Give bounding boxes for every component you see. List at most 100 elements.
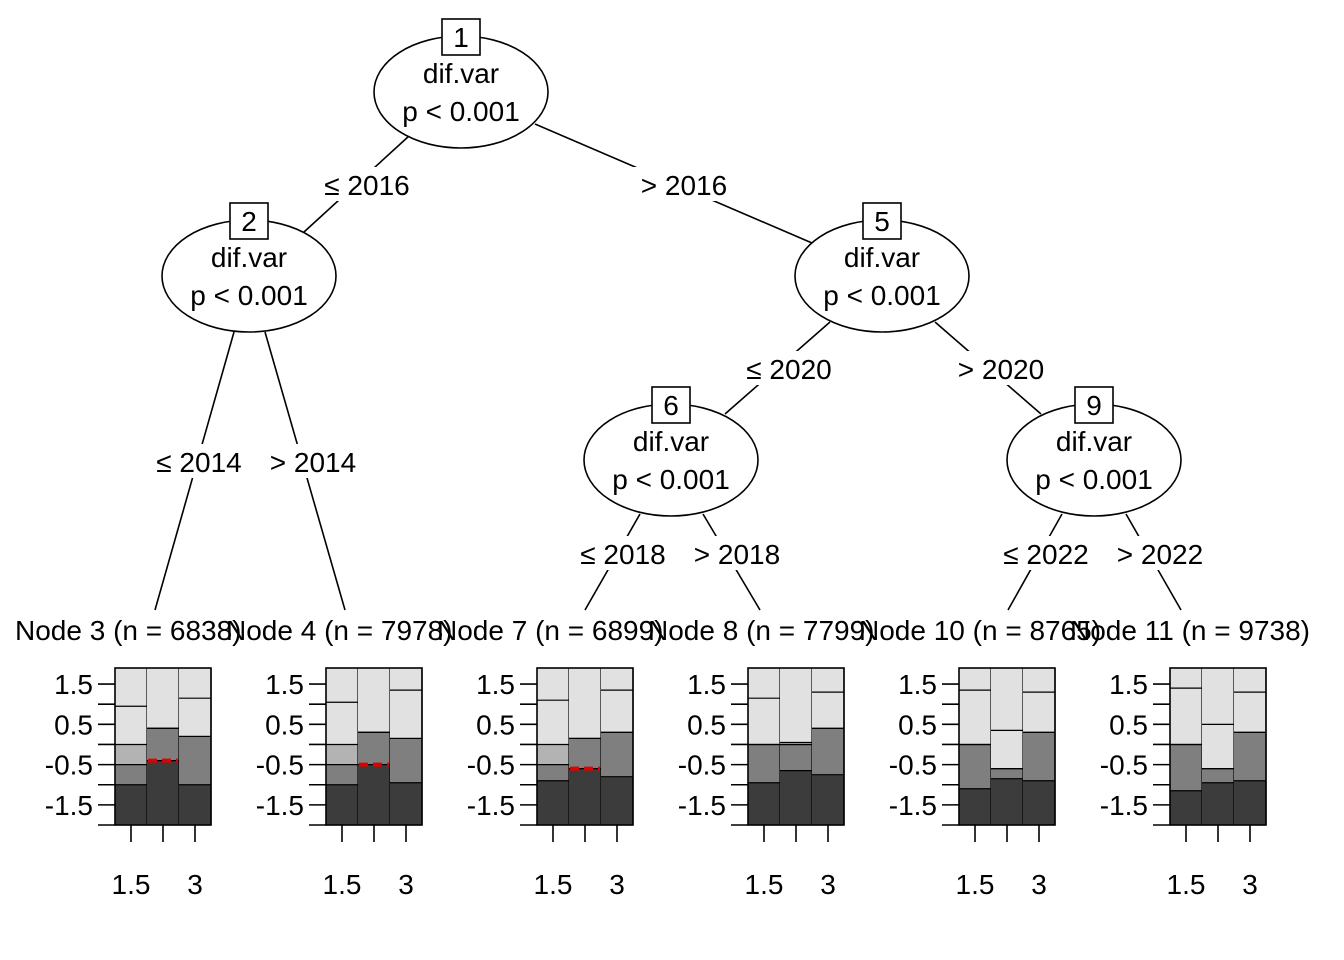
bar-segment	[179, 668, 211, 737]
node-id: 6	[663, 390, 679, 421]
x-tick-label: 3	[820, 869, 836, 900]
x-tick-label: 3	[398, 869, 414, 900]
y-tick-label: 1.5	[687, 669, 726, 700]
leaf-node-3: Node 3 (n = 6838) -1.5 -0.5 0.5 1.5 1.5 3	[15, 615, 242, 900]
bar-segment	[537, 744, 569, 765]
x-tick-label: 1.5	[534, 869, 573, 900]
bar-segment	[748, 782, 780, 825]
inner-node-5: 5 dif.var p < 0.001	[794, 202, 970, 333]
bar-segment	[1170, 668, 1202, 745]
p-value: p < 0.001	[402, 96, 520, 127]
edge-label-bg	[685, 536, 789, 570]
bar-segment	[1023, 732, 1055, 781]
bar-segment	[390, 738, 422, 783]
y-tick-label: -1.5	[467, 790, 515, 821]
edge-label-bg	[737, 351, 841, 385]
y-tick-label: 0.5	[687, 709, 726, 740]
bar-segment	[115, 784, 147, 825]
x-tick-label: 3	[1031, 869, 1047, 900]
y-tick-label: 1.5	[476, 669, 515, 700]
edge-label-5-9: > 2020	[958, 354, 1044, 385]
leaf-title: Node 8 (n = 7799)	[648, 615, 875, 646]
bar-segment	[1170, 744, 1202, 791]
bar-segment	[1023, 780, 1055, 825]
bar-segment	[780, 744, 812, 771]
edge-label-2-3: ≤ 2014	[156, 447, 241, 478]
bar-segment	[601, 776, 633, 825]
bar-segment	[959, 744, 991, 789]
edge-label-bg	[571, 536, 675, 570]
edge-label-5-6: ≤ 2020	[746, 354, 831, 385]
p-value: p < 0.001	[823, 280, 941, 311]
x-tick-label: 3	[1242, 869, 1258, 900]
x-tick-label: 1.5	[956, 869, 995, 900]
bar-segment	[326, 668, 358, 745]
y-tick-label: -1.5	[889, 790, 937, 821]
y-tick-label: 1.5	[265, 669, 304, 700]
edge-label-1-5: > 2016	[641, 170, 727, 201]
bar-segment	[537, 668, 569, 745]
y-tick-label: -0.5	[678, 750, 726, 781]
bar-segment	[358, 732, 390, 765]
y-tick-label: 1.5	[54, 669, 93, 700]
p-value: p < 0.001	[1035, 464, 1153, 495]
edge-label-bg	[994, 536, 1098, 570]
bar-segment	[569, 768, 601, 825]
edge-label-1-2: ≤ 2016	[324, 170, 409, 201]
bar-segment	[1202, 782, 1234, 825]
bar-segment	[991, 668, 1023, 769]
leaf-node-10: Node 10 (n = 8765) -1.5 -0.5 0.5 1.5 1.5 3	[859, 615, 1101, 900]
bar-segment	[326, 764, 358, 785]
y-tick-label: -1.5	[1100, 790, 1148, 821]
split-variable: dif.var	[423, 58, 499, 89]
bar-segment	[748, 668, 780, 745]
bar-segment	[601, 732, 633, 777]
inner-node-1: 1 dif.var p < 0.001	[373, 18, 549, 149]
edges-layer: ≤ 2016 > 2016 ≤ 2014 > 2014 ≤ 2020 > 2020 ≤ 20…	[147, 123, 1212, 611]
bar-segment	[179, 736, 211, 785]
bar-segment	[812, 668, 844, 729]
leaf-title: Node 11 (n = 9738)	[1070, 615, 1310, 646]
y-tick-label: 0.5	[54, 709, 93, 740]
bar-segment	[1202, 768, 1234, 783]
edge-label-bg	[1108, 536, 1212, 570]
x-tick-label: 1.5	[112, 869, 151, 900]
split-variable: dif.var	[633, 426, 709, 457]
y-tick-label: -0.5	[45, 750, 93, 781]
y-tick-label: -0.5	[256, 750, 304, 781]
leaf-title: Node 3 (n = 6838)	[15, 615, 242, 646]
nodes-layer: 1 dif.var p < 0.001 2 dif.var p < 0.001 5 dif.v…	[161, 18, 1182, 517]
p-value: p < 0.001	[190, 280, 308, 311]
p-value: p < 0.001	[612, 464, 730, 495]
y-tick-label: -0.5	[467, 750, 515, 781]
edge-label-bg	[315, 167, 419, 201]
bar-segment	[1234, 668, 1266, 733]
y-tick-label: 0.5	[265, 709, 304, 740]
node-id-box	[441, 18, 481, 56]
x-tick-label: 3	[187, 869, 203, 900]
bar-segment	[390, 782, 422, 825]
leaf-node-11: Node 11 (n = 9738) -1.5 -0.5 0.5 1.5 1.5 3	[1070, 615, 1310, 900]
edge-label-6-7: ≤ 2018	[580, 539, 665, 570]
bar-segment	[991, 768, 1023, 779]
bar-segment	[358, 668, 390, 733]
node-id-box	[651, 386, 691, 424]
edge-label-bg	[261, 444, 365, 478]
bar-segment	[147, 760, 179, 825]
bar-segment	[358, 764, 390, 825]
bar-segment	[115, 764, 147, 785]
edge-label-bg	[632, 167, 736, 201]
node-id-box	[1074, 386, 1114, 424]
bar-segment	[812, 774, 844, 825]
y-tick-label: -1.5	[45, 790, 93, 821]
node-id: 9	[1086, 390, 1102, 421]
y-tick-label: 0.5	[1109, 709, 1148, 740]
split-variable: dif.var	[844, 242, 920, 273]
bar-segment	[601, 668, 633, 733]
x-tick-label: 1.5	[1167, 869, 1206, 900]
y-tick-label: 1.5	[1109, 669, 1148, 700]
y-tick-label: 1.5	[898, 669, 937, 700]
y-tick-label: -0.5	[1100, 750, 1148, 781]
bar-segment	[748, 744, 780, 783]
x-tick-label: 1.5	[323, 869, 362, 900]
